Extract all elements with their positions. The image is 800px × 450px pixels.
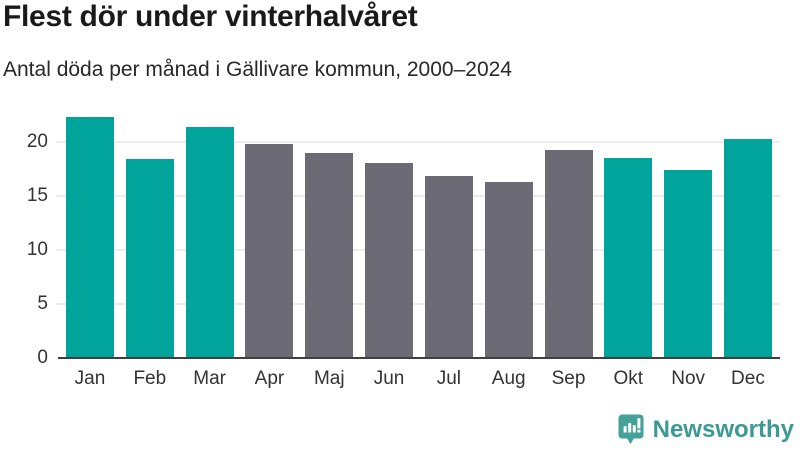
gridline-15 xyxy=(56,195,780,198)
x-label-nov: Nov xyxy=(671,368,706,389)
x-label-jun: Jun xyxy=(373,368,405,389)
gridline-10 xyxy=(56,249,780,252)
bar-nov xyxy=(664,170,713,358)
bar-jul xyxy=(424,175,473,358)
newsworthy-wordmark: Newsworthy xyxy=(652,415,794,443)
bar-dec xyxy=(723,138,772,358)
x-label-feb: Feb xyxy=(133,368,167,389)
x-label-okt: Okt xyxy=(613,368,644,389)
x-label-maj: Maj xyxy=(313,368,345,389)
gridline-5 xyxy=(56,303,780,306)
y-axis: 0 5 10 15 20 xyxy=(0,112,48,368)
x-label-mar: Mar xyxy=(193,368,226,389)
bar-mar xyxy=(185,127,234,358)
bar-feb xyxy=(125,159,174,358)
newsworthy-logo-link[interactable]: Newsworthy xyxy=(617,413,794,446)
y-tick-label-10: 10 xyxy=(26,239,48,261)
bar-aug xyxy=(484,182,533,358)
x-label-jan: Jan xyxy=(74,368,106,389)
y-tick-label-20: 20 xyxy=(26,131,48,153)
bar-apr xyxy=(245,144,294,358)
x-label-aug: Aug xyxy=(491,368,526,389)
x-label-apr: Apr xyxy=(254,368,285,389)
y-tick-label-15: 15 xyxy=(26,185,48,207)
bar-jun xyxy=(365,162,414,358)
bar-jan xyxy=(66,117,114,358)
chart-subtitle: Antal döda per månad i Gällivare kommun,… xyxy=(3,58,512,81)
bar-okt xyxy=(604,158,653,358)
chart-title: Flest dör under vinterhalvåret xyxy=(3,0,418,33)
x-label-jul: Jul xyxy=(436,368,462,389)
bar-maj xyxy=(305,153,354,358)
x-axis-line xyxy=(58,357,780,359)
bars-row xyxy=(58,112,780,358)
x-axis-labels: Jan Feb Mar Apr Maj Jun Jul Aug Sep Okt Nov Dec xyxy=(58,368,780,390)
bar-sep xyxy=(544,149,593,358)
x-label-sep: Sep xyxy=(551,368,586,389)
y-tick-label-0: 0 xyxy=(37,347,48,368)
x-label-dec: Dec xyxy=(731,368,765,389)
y-tick-label-5: 5 xyxy=(37,293,48,315)
plot-area xyxy=(56,112,780,358)
gridline-20 xyxy=(56,141,780,144)
bar-chart-speech-bubble-icon xyxy=(617,413,645,446)
